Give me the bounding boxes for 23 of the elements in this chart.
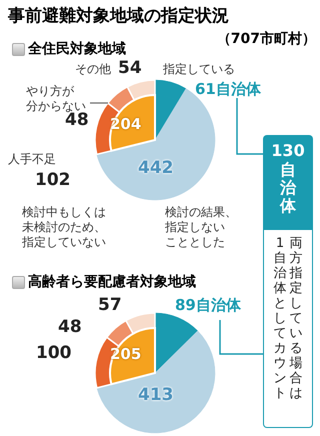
- text: 1自治体としてカウント: [274, 236, 286, 401]
- data-label: 102: [35, 170, 70, 190]
- slice-label: 指定している: [163, 62, 235, 77]
- chart-title: 事前避難対象地域の指定状況: [8, 5, 229, 27]
- slice-label: 検討の結果、指定しないこととした: [165, 205, 237, 250]
- chart-subtitle: 全住民対象地域: [28, 40, 126, 58]
- slice-label: その他: [75, 62, 111, 77]
- text: （707市町村）: [216, 30, 316, 48]
- data-label: 57: [98, 295, 122, 315]
- donut-slice: [96, 330, 216, 434]
- text: 両方指定している場合は: [290, 236, 302, 401]
- data-label: 413: [138, 385, 174, 405]
- slice-label: やり方が分からない: [26, 84, 86, 113]
- data-label: 61自治体: [195, 80, 261, 99]
- text: 検討中もしくは未検討のため、指定していない: [22, 205, 106, 250]
- data-label: 89自治体: [175, 296, 241, 315]
- data-label: 100: [36, 343, 72, 363]
- chart-subtitle: 高齢者ら要配慮者対象地域: [28, 273, 196, 291]
- data-label: 48: [58, 317, 82, 337]
- text: 130自治体: [271, 141, 305, 215]
- slice-label: 人手不足: [8, 152, 56, 167]
- data-label: 442: [138, 158, 174, 178]
- data-label: 54: [118, 58, 142, 78]
